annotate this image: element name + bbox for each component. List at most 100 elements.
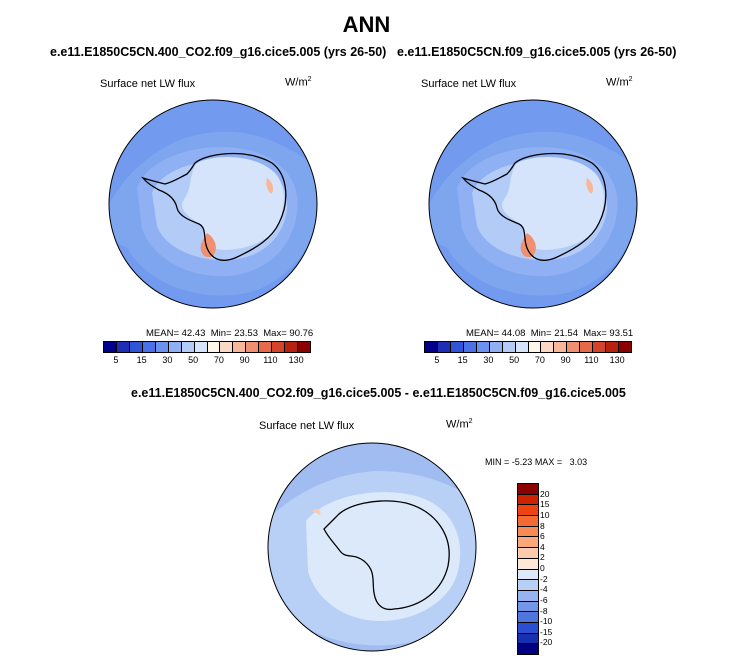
diff-colorbar-tick-label: 2 — [540, 552, 545, 563]
diff-colorbar-tick-label: -8 — [540, 605, 548, 616]
diff-colorbar-box — [518, 612, 538, 623]
diff-colorbar-box — [518, 558, 538, 570]
panel1-colorbar-tick-label: 15 — [136, 355, 147, 365]
panel1-colorbar-box — [298, 342, 310, 352]
plot-title: ANN — [342, 12, 391, 37]
panel2-colorbar-box — [450, 342, 464, 352]
diff-colorbar-box — [518, 494, 538, 506]
panel1-colorbar-box — [285, 342, 299, 352]
diff-units: W/m2 — [446, 418, 473, 431]
diff-colorbar-box — [518, 569, 538, 581]
diff-colorbar-tick-label: 4 — [540, 541, 545, 552]
panel1-stats: MEAN= 42.43 Min= 23.53 Max= 90.76 — [146, 328, 314, 339]
panel1-colorbar-ticks: 5 15 30 50 70 90 110 130 — [103, 355, 309, 367]
diff-minmax: MIN = -5.23 MAX = 3.03 — [485, 457, 588, 467]
panel2-stats: MEAN= 44.08 Min= 21.54 Max= 93.51 — [466, 328, 634, 339]
panel2-colorbar-box — [580, 342, 594, 352]
diff-colorbar-box — [518, 526, 538, 538]
panel2-colorbar-box — [502, 342, 516, 352]
diff-colorbar-box — [518, 644, 538, 654]
panel1-colorbar-box — [142, 342, 156, 352]
panel2-colorbar-tick-label: 70 — [534, 355, 545, 365]
panel1-colorbar-tick-label: 5 — [113, 355, 119, 365]
panel1-colorbar-box — [194, 342, 208, 352]
panel2-colorbar-tick-label: 130 — [609, 355, 625, 365]
panel2-colorbar-box — [619, 342, 631, 352]
panel2-colorbar-box — [567, 342, 581, 352]
panel1-units: W/m2 — [285, 76, 312, 89]
diff-colorbar-tick-label: 0 — [540, 563, 545, 573]
panel2-colorbar-tick-label: 30 — [483, 355, 494, 365]
diff-colorbar-ticks: 20 15 10 8 6 4 2 0 -2 -4 -6 -8 -10 -15 -20 — [540, 483, 570, 653]
diff-colorbar-box — [518, 622, 538, 634]
diff-colorbar-tick-label: -15 — [540, 626, 553, 637]
panel2-colorbar-box — [606, 342, 620, 352]
panel1-variable: Surface net LW flux — [100, 78, 196, 90]
panel2-colorbar — [424, 341, 632, 353]
panel1-colorbar-tick-label: 90 — [239, 355, 250, 365]
panel2-colorbar-tick-label: 90 — [560, 355, 571, 365]
panel2-case-title: e.e11.E1850C5CN.f09_g16.cice5.005 (yrs 2… — [397, 45, 677, 59]
panel1-colorbar-box — [155, 342, 169, 352]
diff-colorbar-box — [518, 590, 538, 602]
panel2-variable: Surface net LW flux — [421, 78, 517, 90]
panel1-colorbar-tick-label: 30 — [162, 355, 173, 365]
panel1-colorbar-tick-label: 70 — [213, 355, 224, 365]
panel1-colorbar-box — [181, 342, 195, 352]
panel2-colorbar-box — [528, 342, 542, 352]
panel2-colorbar-box — [541, 342, 555, 352]
diff-colorbar-tick-label: -6 — [540, 594, 548, 605]
panel1-polar-map — [108, 99, 318, 309]
panel2-colorbar-box — [489, 342, 503, 352]
diff-colorbar-box — [518, 580, 538, 591]
panel1-colorbar-box — [168, 342, 182, 352]
diff-colorbar-tick-label: -4 — [540, 584, 548, 595]
diff-colorbar-box — [518, 516, 538, 527]
panel2-colorbar-tick-label: 5 — [434, 355, 440, 365]
panel1-colorbar-tick-label: 110 — [263, 355, 278, 365]
panel2-colorbar-box — [593, 342, 607, 352]
panel2-polar-map — [428, 99, 638, 309]
diff-colorbar-tick-label: -20 — [540, 637, 553, 648]
panel2-colorbar-tick-label: 50 — [509, 355, 520, 365]
panel1-colorbar-tick-label: 50 — [188, 355, 199, 365]
panel2-colorbar-ticks: 5 15 30 50 70 90 110 130 — [424, 355, 630, 367]
diff-colorbar-box — [518, 484, 538, 495]
panel2-colorbar-box — [515, 342, 529, 352]
panel1-colorbar — [103, 341, 311, 353]
diff-colorbar-box — [518, 505, 538, 517]
diff-colorbar-tick-label: 20 — [540, 488, 550, 499]
diff-colorbar-box — [518, 537, 538, 549]
panel1-colorbar-box — [272, 342, 286, 352]
panel1-colorbar-box — [104, 342, 117, 352]
panel1-colorbar-box — [129, 342, 143, 352]
panel1-colorbar-box — [246, 342, 260, 352]
panel2-colorbar-box — [463, 342, 477, 352]
diff-case-title: e.e11.E1850C5CN.400_CO2.f09_g16.cice5.00… — [131, 386, 626, 400]
panel1-colorbar-box — [116, 342, 130, 352]
panel2-colorbar-box — [476, 342, 490, 352]
panel1-colorbar-box — [220, 342, 234, 352]
panel2-colorbar-tick-label: 15 — [457, 355, 468, 365]
diff-colorbar-tick-label: -2 — [540, 573, 548, 584]
diff-colorbar-box — [518, 633, 538, 645]
diff-colorbar-tick-label: 8 — [540, 520, 545, 531]
diff-colorbar-box — [518, 548, 538, 559]
panel2-colorbar-box — [425, 342, 438, 352]
panel2-units: W/m2 — [606, 76, 633, 89]
diff-colorbar — [517, 483, 539, 655]
panel2-colorbar-box — [554, 342, 568, 352]
diff-polar-map — [267, 442, 477, 652]
panel1-case-title: e.e11.E1850C5CN.400_CO2.f09_g16.cice5.00… — [50, 45, 387, 59]
diff-colorbar-tick-label: 10 — [540, 509, 550, 520]
panel2-colorbar-tick-label: 110 — [584, 355, 599, 365]
panel1-colorbar-box — [207, 342, 221, 352]
panel1-colorbar-box — [233, 342, 247, 352]
panel1-colorbar-box — [259, 342, 273, 352]
diff-colorbar-tick-label: 6 — [540, 531, 545, 542]
panel2-colorbar-box — [437, 342, 451, 352]
diff-colorbar-box — [518, 601, 538, 613]
diff-variable: Surface net LW flux — [259, 420, 355, 432]
panel1-colorbar-tick-label: 130 — [288, 355, 304, 365]
diff-colorbar-tick-label: -10 — [540, 616, 553, 627]
